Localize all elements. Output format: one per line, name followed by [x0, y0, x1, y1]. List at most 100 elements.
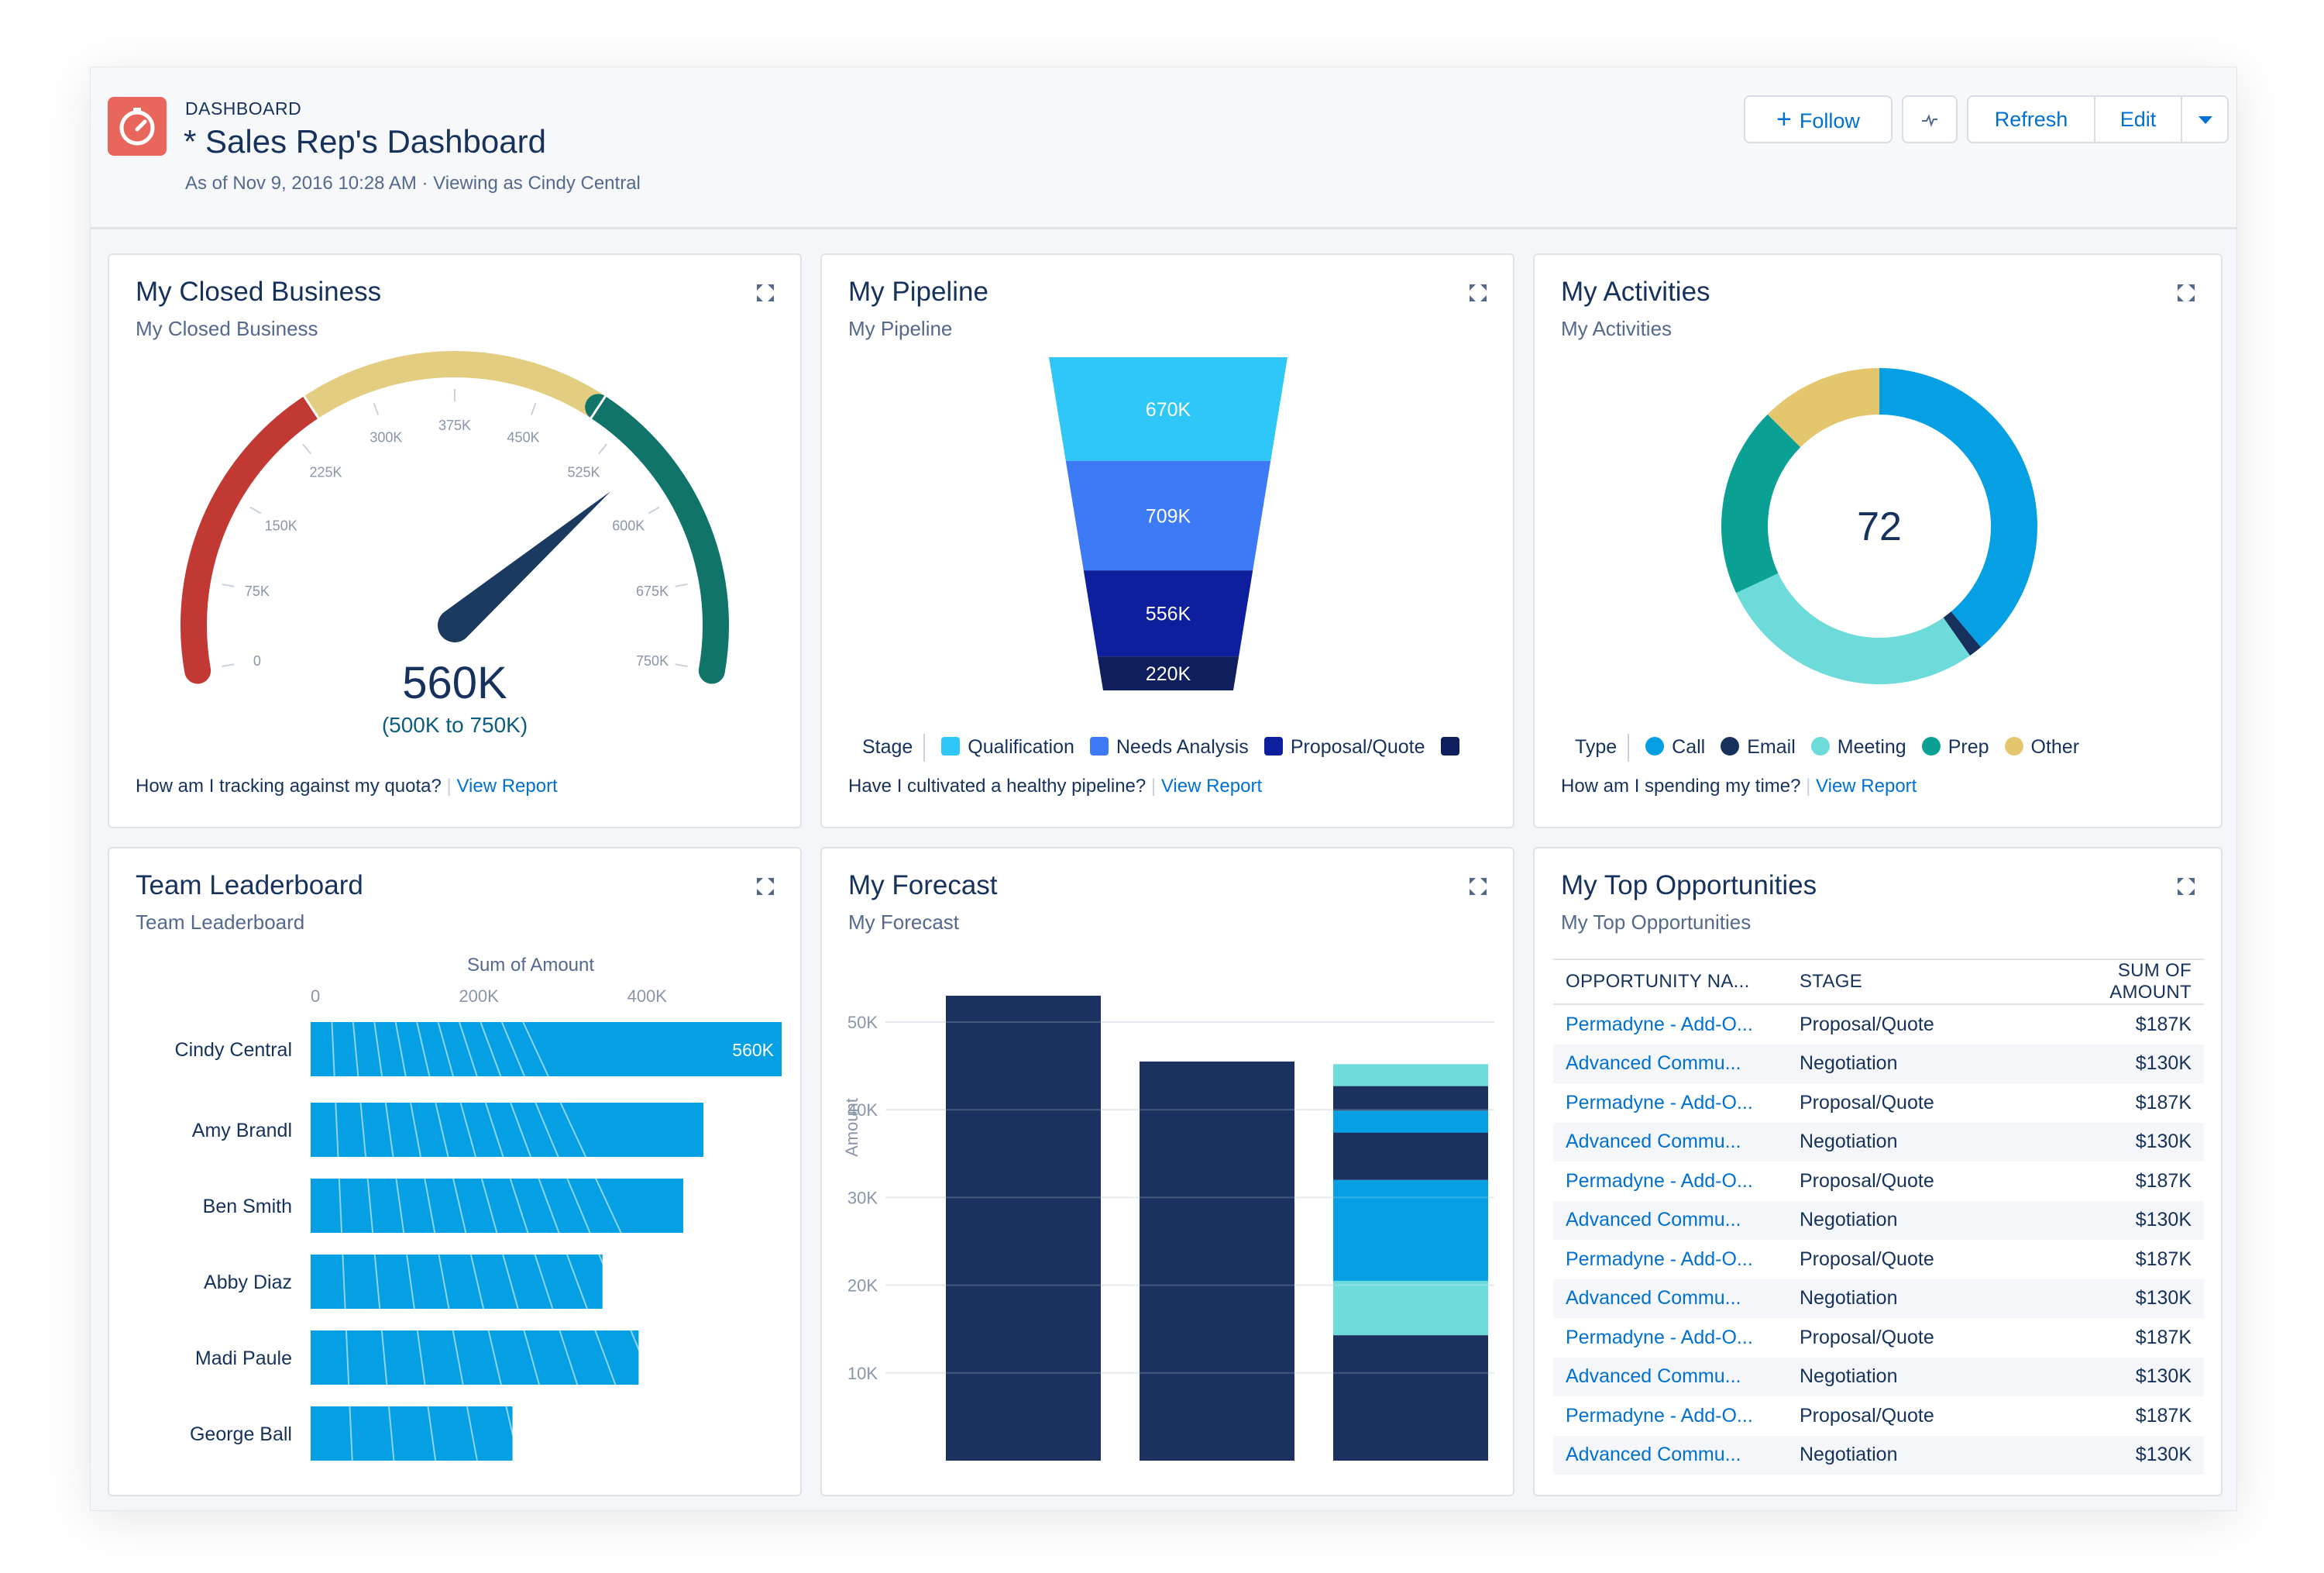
expand-icon[interactable]: [1468, 283, 1488, 303]
table-row[interactable]: Permadyne - Add-O... Proposal/Quote $187K: [1553, 1004, 2204, 1045]
legend-item[interactable]: Prep: [1921, 736, 1989, 758]
funnel-segment[interactable]: [1083, 570, 1253, 657]
forecast-bar-segment[interactable]: [1333, 1132, 1488, 1180]
leaderboard-bar[interactable]: [311, 1179, 683, 1233]
opportunity-name-link[interactable]: Advanced Commu...: [1553, 1357, 1787, 1396]
view-report-link[interactable]: View Report: [1816, 776, 1917, 797]
column-header-stage[interactable]: STAGE: [1787, 959, 2021, 1005]
opportunity-name-link[interactable]: Advanced Commu...: [1553, 1122, 1787, 1162]
legend-item[interactable]: Other: [2004, 736, 2079, 758]
forecast-bar-segment[interactable]: [1333, 1086, 1488, 1111]
table-row[interactable]: Advanced Commu... Negotiation $130K: [1553, 1200, 2204, 1240]
leaderboard-bar[interactable]: [311, 1330, 639, 1385]
leaderboard-bar[interactable]: [311, 1406, 513, 1461]
edit-button[interactable]: Edit: [2095, 97, 2182, 142]
leaderboard-bar[interactable]: [311, 1103, 704, 1157]
opportunity-name-link[interactable]: Advanced Commu...: [1553, 1044, 1787, 1083]
donut-slice[interactable]: [1721, 414, 1801, 594]
expand-icon[interactable]: [755, 283, 775, 303]
leaderboard-bar[interactable]: [311, 1255, 603, 1309]
donut-chart: 72: [1721, 368, 2037, 684]
card-subtitle[interactable]: My Forecast: [848, 910, 960, 934]
donut-slice[interactable]: [1879, 368, 2037, 648]
card-subtitle[interactable]: My Top Opportunities: [1561, 910, 1752, 934]
opportunity-name-link[interactable]: Permadyne - Add-O...: [1566, 1091, 1753, 1113]
page-title: * Sales Rep's Dashboard: [184, 123, 546, 160]
category-label: Madi Paule: [195, 1348, 292, 1369]
stage-cell: Negotiation: [1787, 1200, 2021, 1240]
stage-cell: Proposal/Quote: [1800, 1169, 1934, 1192]
view-report-link[interactable]: View Report: [456, 776, 558, 797]
donut-slice[interactable]: [1943, 611, 1982, 656]
more-actions-button[interactable]: [2182, 97, 2227, 142]
funnel-segment[interactable]: [1049, 357, 1287, 461]
leaderboard-bar[interactable]: [311, 1022, 782, 1076]
table-row[interactable]: Permadyne - Add-O... Proposal/Quote $187K: [1553, 1240, 2204, 1279]
gauge-tick-label: 600K: [612, 518, 645, 534]
refresh-button[interactable]: Refresh: [1968, 97, 2095, 142]
gauge-tick-label: 375K: [438, 418, 471, 433]
expand-icon[interactable]: [1468, 876, 1488, 897]
legend-item[interactable]: Needs Analysis: [1089, 736, 1249, 758]
column-header-opportunity[interactable]: OPPORTUNITY NA...: [1553, 959, 1787, 1005]
forecast-bar-segment[interactable]: [946, 996, 1101, 1461]
table-row[interactable]: Permadyne - Add-O... Proposal/Quote $187K: [1553, 1083, 2204, 1123]
table-row[interactable]: Advanced Commu... Negotiation $130K: [1553, 1279, 2204, 1318]
legend-item[interactable]: Meeting: [1810, 736, 1906, 758]
forecast-bar-segment[interactable]: [1140, 1061, 1294, 1461]
funnel-segment[interactable]: [1065, 460, 1271, 571]
gauge-chart: 0 75K 150K 225K 300K 375K 450K 525K 600K 675K 750K…: [180, 351, 729, 737]
table-row[interactable]: Advanced Commu... Negotiation $130K: [1553, 1122, 2204, 1162]
table-row[interactable]: Advanced Commu... Negotiation $130K: [1553, 1435, 2204, 1475]
card-subtitle[interactable]: Team Leaderboard: [136, 910, 305, 934]
opportunity-name-link[interactable]: Permadyne - Add-O...: [1566, 1013, 1753, 1035]
opportunity-name-link[interactable]: Permadyne - Add-O...: [1566, 1169, 1753, 1192]
opportunity-name-link[interactable]: Permadyne - Add-O...: [1566, 1326, 1753, 1348]
amount-cell: $130K: [2021, 1357, 2204, 1396]
column-header-amount[interactable]: SUM OF AMOUNT: [2021, 959, 2204, 1005]
opportunity-name-link[interactable]: Advanced Commu...: [1553, 1200, 1787, 1240]
table-row[interactable]: Permadyne - Add-O... Proposal/Quote $187K: [1553, 1396, 2204, 1436]
table-row[interactable]: Advanced Commu... Negotiation $130K: [1553, 1357, 2204, 1396]
donut-slice[interactable]: [1736, 573, 1970, 684]
follow-button[interactable]: + Follow: [1744, 95, 1893, 143]
card-subtitle[interactable]: My Activities: [1561, 317, 1673, 340]
legend-item[interactable]: Call: [1645, 736, 1705, 758]
bar-data-label: 560K: [732, 1040, 774, 1060]
activity-pulse-button[interactable]: [1902, 95, 1958, 143]
gauge-value: 560K: [402, 658, 507, 708]
gauge-tick-mark: [648, 506, 660, 515]
funnel-segment-label: 709K: [1146, 505, 1191, 527]
legend-item[interactable]: Proposal/Quote: [1263, 735, 1425, 758]
opportunity-name-link[interactable]: Advanced Commu...: [1553, 1279, 1787, 1318]
opportunity-name-link[interactable]: Permadyne - Add-O...: [1566, 1248, 1753, 1270]
legend-swatch: [1440, 736, 1459, 756]
legend-item[interactable]: Qualification: [941, 736, 1074, 758]
legend-label: Proposal/Quote: [1290, 735, 1425, 758]
card-subtitle[interactable]: My Pipeline: [848, 317, 953, 340]
forecast-bar-segment[interactable]: [1333, 1335, 1488, 1461]
table-row[interactable]: Permadyne - Add-O... Proposal/Quote $187K: [1553, 1318, 2204, 1358]
forecast-bar-segment[interactable]: [1333, 1280, 1488, 1336]
table-row[interactable]: Advanced Commu... Negotiation $130K: [1553, 1044, 2204, 1083]
legend-item[interactable]: [1440, 736, 1467, 758]
expand-icon[interactable]: [755, 876, 775, 897]
expand-icon[interactable]: [2176, 876, 2196, 897]
follow-label: Follow: [1799, 109, 1860, 133]
amount-cell: $130K: [2021, 1435, 2204, 1475]
legend-swatch: [1263, 736, 1283, 756]
legend-dot: [1810, 736, 1830, 756]
table-row[interactable]: Permadyne - Add-O... Proposal/Quote $187K: [1553, 1162, 2204, 1201]
forecast-bar-segment[interactable]: [1333, 1064, 1488, 1086]
funnel-segment[interactable]: [1097, 656, 1239, 690]
forecast-bar-segment[interactable]: [1333, 1179, 1488, 1281]
expand-icon[interactable]: [2176, 283, 2196, 303]
funnel-segment-label: 556K: [1146, 604, 1191, 625]
legend-item[interactable]: Email: [1721, 736, 1796, 758]
opportunity-name-link[interactable]: Permadyne - Add-O...: [1566, 1404, 1753, 1427]
view-report-link[interactable]: View Report: [1160, 776, 1263, 797]
donut-slice[interactable]: [1767, 368, 1880, 448]
card-subtitle[interactable]: My Closed Business: [136, 317, 318, 340]
opportunity-name-link[interactable]: Advanced Commu...: [1553, 1435, 1787, 1475]
forecast-bar-segment[interactable]: [1333, 1110, 1488, 1133]
